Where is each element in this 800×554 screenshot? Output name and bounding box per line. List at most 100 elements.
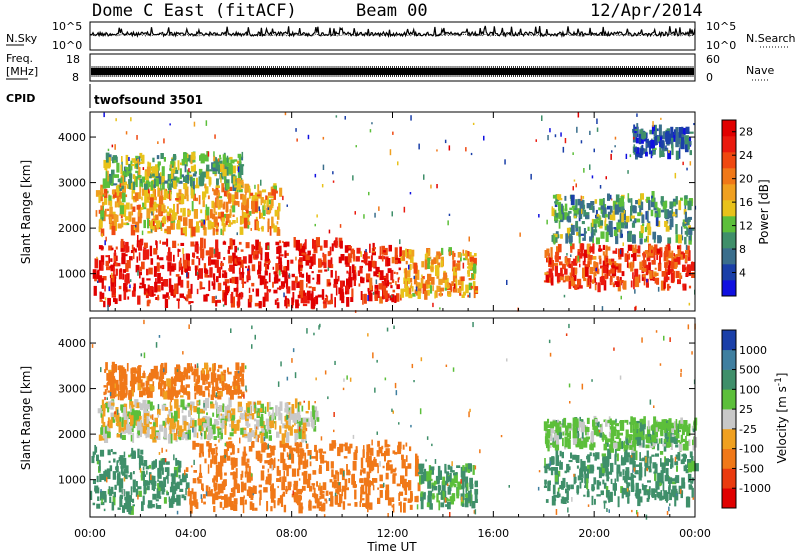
velocity-cell (330, 461, 334, 469)
velocity-cell (294, 398, 298, 409)
nsky-trace (89, 25, 696, 39)
power-cell (264, 270, 268, 276)
velocity-cell (392, 503, 395, 513)
power-cell (114, 249, 116, 253)
velocity-cell (667, 459, 672, 463)
velocity-cell (564, 446, 567, 450)
power-cell (395, 281, 397, 286)
velocity-cell (329, 491, 333, 495)
velocity-cell (232, 487, 236, 497)
power-cell (630, 205, 633, 216)
power-cell (577, 278, 582, 288)
power-cell (661, 271, 666, 277)
velocity-cell (674, 477, 677, 484)
power-cell (330, 270, 333, 278)
velocity-cell (215, 446, 218, 450)
velocity-cell (568, 460, 573, 463)
power-cell (264, 259, 269, 264)
power-cell (102, 194, 104, 197)
power-cell (133, 283, 136, 292)
power-cell (302, 252, 307, 261)
velocity-cell (306, 459, 309, 468)
velocity-cell (405, 466, 408, 477)
velocity-cell (212, 494, 216, 505)
velocity-cell (320, 504, 326, 512)
velocity-cell (565, 488, 568, 494)
power-cell (616, 276, 619, 281)
power-cell (670, 272, 674, 283)
velocity-cell (196, 389, 198, 395)
power-cell (566, 253, 568, 256)
velocity-cell (297, 415, 301, 422)
power-cell (274, 209, 279, 217)
power-cell (662, 131, 666, 140)
nave-right-tick-top: 60 (706, 53, 720, 66)
power-cell (127, 296, 130, 300)
power-cell (435, 255, 438, 259)
velocity-cell (642, 486, 646, 490)
velocity-cell (236, 484, 239, 489)
power-cell (614, 136, 617, 140)
velocity-cell (404, 485, 408, 495)
power-cell (456, 263, 461, 271)
velocity-cell (323, 460, 327, 463)
velocity-cell (155, 459, 157, 468)
power-colorbar-swatch (722, 136, 736, 153)
power-cell (187, 291, 192, 296)
power-cell (426, 289, 430, 296)
power-cell (245, 242, 250, 249)
velocity-cell (388, 444, 391, 447)
velocity-cell (103, 410, 106, 417)
velocity-cell (627, 443, 630, 446)
velocity-cell (361, 498, 365, 501)
velocity-cell (239, 496, 245, 506)
velocity-cell (107, 401, 113, 408)
power-ytick-label: 3000 (58, 177, 86, 190)
velocity-cell (593, 442, 596, 448)
power-cell (660, 209, 665, 213)
velocity-cell (268, 411, 271, 417)
power-cell (570, 254, 572, 257)
power-cell (615, 263, 618, 267)
velocity-cell (196, 432, 199, 439)
power-cell (110, 280, 115, 292)
velocity-cell (619, 420, 625, 431)
velocity-cell (627, 482, 631, 487)
power-cell (165, 191, 168, 199)
velocity-cell (226, 443, 229, 451)
velocity-cell (405, 482, 409, 488)
power-cell (568, 280, 572, 289)
velocity-cell (254, 402, 257, 414)
power-cell (556, 272, 561, 283)
power-cell (627, 250, 629, 254)
power-cell (168, 278, 172, 289)
velocity-cell (185, 434, 189, 441)
velocity-cell (576, 438, 582, 445)
power-cell (158, 195, 164, 205)
nave-label: Nave (746, 64, 774, 77)
power-cell (409, 192, 412, 195)
power-cell (643, 131, 647, 139)
velocity-cell (279, 476, 282, 483)
power-cell (141, 277, 145, 289)
power-colorbar-swatch (722, 184, 736, 201)
power-cell (608, 258, 613, 266)
velocity-cell (690, 481, 694, 484)
power-cell (600, 276, 606, 286)
power-cell (691, 272, 695, 278)
velocity-cell (674, 421, 676, 431)
velocity-cell (419, 465, 424, 475)
power-cell (337, 275, 340, 282)
power-cell (146, 166, 151, 177)
velocity-cell (217, 428, 220, 438)
velocity-cell (384, 439, 388, 448)
power-cell (131, 210, 134, 216)
power-cell (610, 194, 612, 200)
power-cell (212, 188, 214, 192)
velocity-cell (671, 478, 676, 482)
power-cell (270, 198, 274, 206)
power-cell (177, 249, 181, 252)
power-cell (247, 214, 250, 218)
velocity-cell (474, 494, 478, 503)
power-cell (161, 166, 165, 177)
